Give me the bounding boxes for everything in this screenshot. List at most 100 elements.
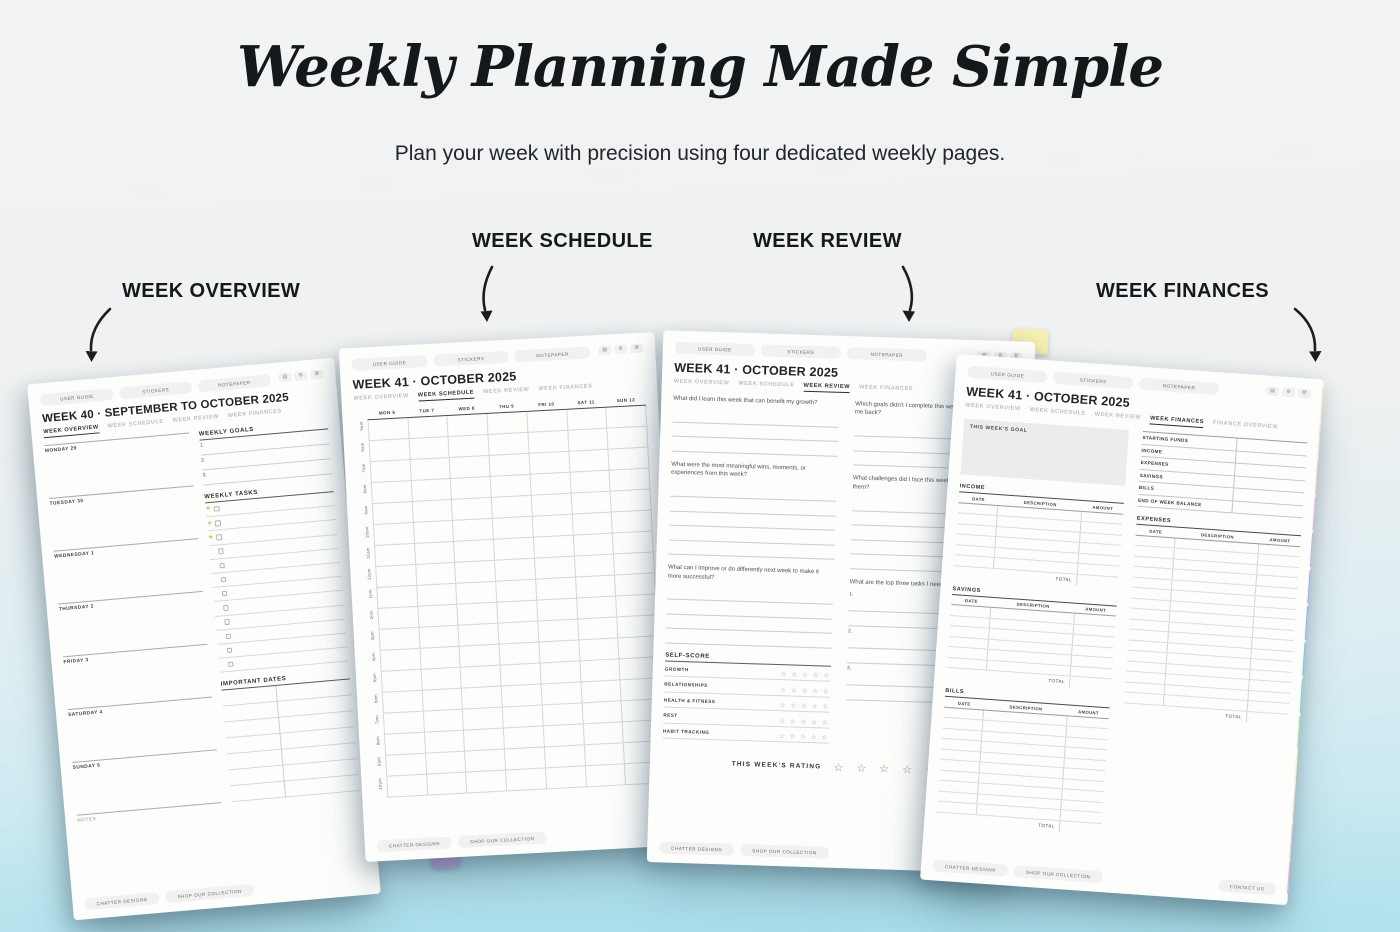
week-rating-stars[interactable] (833, 758, 940, 779)
task-checkbox[interactable] (226, 647, 233, 654)
tab-week-schedule[interactable]: WEEK SCHEDULE (738, 380, 795, 389)
tab-week-review[interactable]: WEEK REVIEW (803, 382, 851, 394)
tab-week-overview[interactable]: WEEK OVERVIEW (673, 378, 730, 387)
task-checkbox[interactable] (227, 661, 234, 668)
shop-collection-button[interactable]: SHOP OUR COLLECTION (1013, 865, 1103, 884)
task-checkbox[interactable] (224, 619, 231, 625)
schedule-cell (466, 770, 508, 794)
top-button[interactable]: NOTEPAPER (1138, 377, 1220, 396)
device-icon[interactable]: ▤ (597, 345, 612, 356)
schedule-cell (453, 518, 495, 542)
settings-icon[interactable]: ⚙ (294, 371, 308, 382)
top-button[interactable]: USER GUIDE (351, 355, 428, 371)
month-tab[interactable]: NOV (1304, 605, 1324, 641)
command-icon[interactable]: ⌘ (629, 343, 644, 354)
settings-icon[interactable]: ⚙ (1281, 387, 1296, 398)
schedule-cell (493, 516, 534, 540)
top-button[interactable]: USER GUIDE (40, 387, 114, 407)
month-tab[interactable]: ≡ (1320, 387, 1324, 423)
month-tab[interactable]: MAY (1289, 824, 1316, 860)
top-button[interactable]: NOTEPAPER (197, 374, 272, 393)
task-checkbox[interactable] (225, 633, 232, 640)
month-tab[interactable]: AUG (1312, 496, 1324, 532)
top-button[interactable]: STICKERS (1052, 371, 1134, 390)
top-button[interactable]: STICKERS (760, 344, 842, 359)
task-checkbox[interactable] (216, 534, 222, 541)
schedule-cell (464, 728, 506, 752)
month-tab[interactable]: APR (1292, 787, 1319, 824)
month-tab[interactable]: YEAR (1317, 423, 1324, 459)
task-checkbox[interactable] (217, 548, 224, 555)
top-button[interactable]: STICKERS (432, 350, 510, 367)
time-label: 4pm (370, 652, 377, 662)
arrow-to-review-icon (901, 265, 915, 322)
tab-week-overview[interactable]: WEEK OVERVIEW (43, 424, 100, 439)
schedule-cell (583, 722, 625, 746)
month-tab[interactable]: JUN (1286, 860, 1314, 896)
device-icon[interactable]: ▤ (278, 372, 292, 383)
tab-week-schedule[interactable]: WEEK SCHEDULE (1029, 407, 1086, 417)
month-tab[interactable]: JAN (1299, 678, 1324, 714)
review-question-block: What were the most meaningful wins, mome… (668, 460, 837, 560)
brand-button[interactable]: CHATTER DESIGN® (932, 859, 1009, 877)
task-checkbox[interactable] (213, 506, 220, 512)
contact-us-button[interactable]: CONTACT US (1217, 879, 1277, 896)
important-dates-table (221, 679, 360, 803)
month-tab[interactable]: MAR (1294, 751, 1321, 787)
top-buttons: USER GUIDE STICKERS NOTEPAPER (674, 341, 970, 363)
task-checkbox[interactable] (219, 562, 226, 569)
month-tab[interactable]: FEB (1297, 715, 1324, 751)
time-label: 2pm (368, 610, 374, 620)
star-rating[interactable] (779, 725, 829, 745)
month-tab[interactable]: SEP (1309, 533, 1324, 569)
tab-week-review[interactable]: WEEK REVIEW (1094, 411, 1142, 421)
top-button[interactable]: STICKERS (118, 381, 193, 400)
tab-week-finances[interactable]: WEEK FINANCES (538, 383, 593, 393)
tab-week-schedule[interactable]: WEEK SCHEDULE (417, 389, 475, 402)
shop-collection-button[interactable]: SHOP OUR COLLECTION (457, 831, 547, 849)
shop-collection-button[interactable]: SHOP OUR COLLECTION (740, 843, 829, 859)
top-button[interactable]: NOTEPAPER (846, 347, 927, 362)
brand-button[interactable]: CHATTER DESIGN® (659, 841, 735, 856)
top-button[interactable]: USER GUIDE (674, 341, 756, 357)
tab-week-finances[interactable]: WEEK FINANCES (227, 408, 283, 420)
schedule-cell (541, 682, 583, 706)
tab-week-overview[interactable]: WEEK OVERVIEW (353, 393, 410, 402)
month-tab[interactable]: JUL (1314, 460, 1324, 496)
schedule-cell (378, 627, 421, 651)
task-checkbox[interactable] (220, 576, 227, 583)
top-button[interactable]: NOTEPAPER (514, 346, 591, 363)
command-icon[interactable]: ⌘ (1297, 388, 1312, 399)
tab-week-schedule[interactable]: WEEK SCHEDULE (107, 418, 164, 430)
task-checkbox[interactable] (221, 590, 228, 597)
schedule-cell (454, 539, 496, 563)
month-tab[interactable]: OCT (1307, 569, 1324, 605)
schedule-cell (495, 558, 537, 582)
schedule-cell (374, 543, 416, 568)
shop-collection-button[interactable]: SHOP OUR COLLECTION (164, 883, 255, 904)
schedule-cell (529, 451, 571, 475)
device-icon[interactable]: ▤ (1265, 386, 1280, 397)
top-button[interactable]: USER GUIDE (967, 365, 1048, 384)
tab-week-finances[interactable]: WEEK FINANCES (1149, 415, 1205, 429)
tab-week-review[interactable]: WEEK REVIEW (172, 413, 220, 424)
schedule-cell (369, 460, 412, 484)
schedule-cell (386, 774, 428, 798)
schedule-cell (370, 480, 413, 505)
settings-icon[interactable]: ⚙ (613, 344, 628, 355)
tab-week-overview[interactable]: WEEK OVERVIEW (965, 402, 1021, 413)
tab-finance-overview[interactable]: FINANCE OVERVIEW (1212, 419, 1279, 431)
brand-button[interactable]: CHATTER DESIGN® (376, 836, 453, 853)
priority-star-icon (208, 534, 214, 541)
schedule-cell (570, 470, 611, 494)
month-tab[interactable]: DEC (1302, 642, 1324, 678)
schedule-cell (497, 600, 539, 624)
tab-week-review[interactable]: WEEK REVIEW (482, 386, 530, 396)
command-icon[interactable]: ⌘ (310, 369, 324, 380)
task-checkbox[interactable] (222, 604, 229, 611)
schedule-cell (458, 623, 500, 647)
task-checkbox[interactable] (214, 520, 221, 527)
schedule-cell (457, 602, 499, 626)
brand-button[interactable]: CHATTER DESIGN® (84, 891, 161, 911)
tab-week-finances[interactable]: WEEK FINANCES (858, 384, 914, 393)
